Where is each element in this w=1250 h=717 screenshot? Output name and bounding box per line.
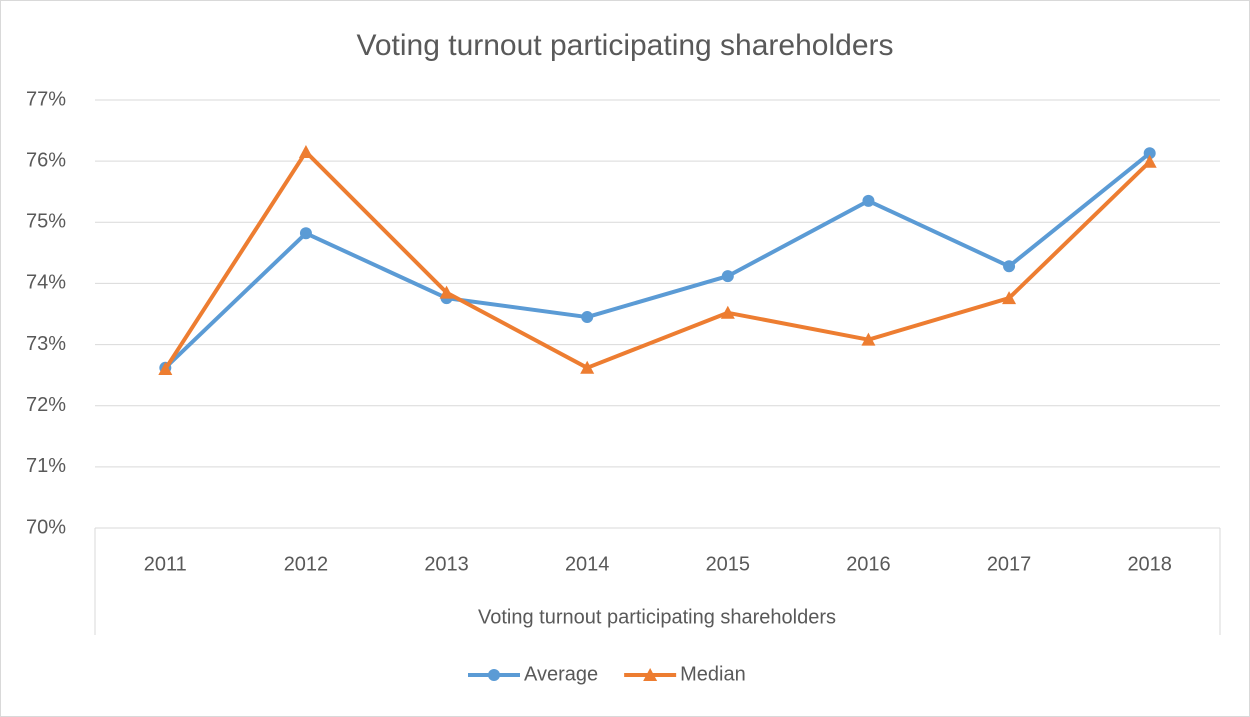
legend-marker <box>643 668 658 681</box>
y-tick-label: 70% <box>26 516 66 538</box>
marker <box>861 332 876 346</box>
marker <box>1143 147 1156 160</box>
x-tick-label: 2014 <box>565 553 610 575</box>
chart-title: Voting turnout participating shareholder… <box>356 29 893 62</box>
legend-label: Median <box>680 663 746 685</box>
y-tick-label: 71% <box>26 455 66 477</box>
marker <box>721 270 734 283</box>
y-tick-label: 77% <box>26 88 66 110</box>
marker <box>580 360 595 374</box>
marker <box>1142 154 1157 168</box>
marker <box>1003 260 1016 273</box>
y-tick-label: 75% <box>26 211 66 233</box>
x-tick-label: 2012 <box>284 553 329 575</box>
y-tick-label: 74% <box>26 272 66 294</box>
legend-marker <box>488 669 500 681</box>
marker <box>299 227 312 240</box>
marker <box>862 194 875 207</box>
marker <box>158 362 173 376</box>
marker <box>1002 291 1017 305</box>
series-line <box>163 151 1151 370</box>
series-line <box>163 149 1152 371</box>
y-tick-label: 72% <box>26 394 66 416</box>
x-tick-label: 2015 <box>706 553 751 575</box>
marker <box>581 311 594 324</box>
x-tick-label: 2013 <box>424 553 469 575</box>
y-tick-label: 76% <box>26 149 66 171</box>
x-tick-label: 2016 <box>846 553 891 575</box>
x-tick-label: 2017 <box>987 553 1032 575</box>
marker <box>720 305 735 319</box>
legend-label: Average <box>524 663 598 685</box>
x-tick-label: 2018 <box>1127 553 1172 575</box>
y-tick-label: 73% <box>26 333 66 355</box>
marker <box>298 144 313 158</box>
x-tick-label: 2011 <box>144 553 187 575</box>
x-axis-title: Voting turnout participating shareholder… <box>478 606 836 628</box>
marker <box>439 285 454 299</box>
